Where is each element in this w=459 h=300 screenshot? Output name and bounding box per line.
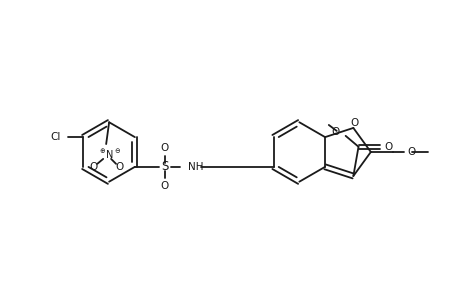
Text: O: O: [383, 142, 392, 152]
Text: O: O: [331, 127, 339, 137]
Text: O: O: [350, 118, 358, 128]
Text: O: O: [407, 147, 415, 157]
Text: O: O: [160, 181, 168, 191]
Text: O: O: [89, 162, 97, 172]
Text: $^{\oplus}$N: $^{\oplus}$N: [99, 147, 113, 161]
Text: S: S: [161, 160, 168, 173]
Text: Cl: Cl: [50, 132, 61, 142]
Text: NH: NH: [188, 162, 203, 172]
Text: O: O: [115, 162, 123, 172]
Text: $^{\ominus}$: $^{\ominus}$: [114, 148, 121, 158]
Text: O: O: [160, 143, 168, 153]
